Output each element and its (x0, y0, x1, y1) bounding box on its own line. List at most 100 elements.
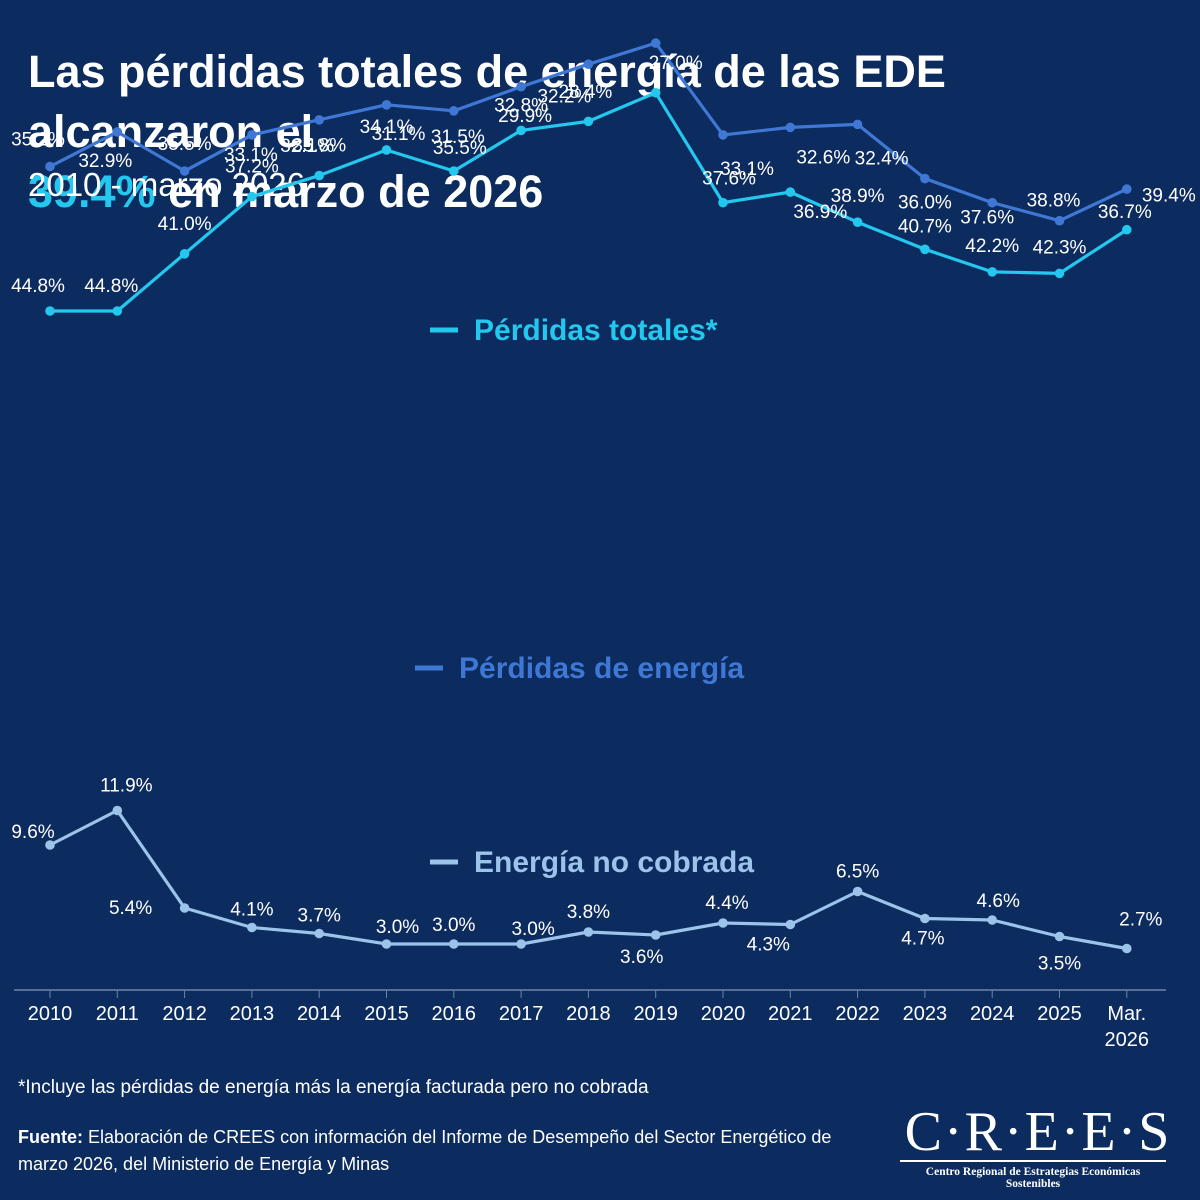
data-label-uncollected: 4.7% (901, 929, 944, 950)
data-point-total (1122, 224, 1132, 235)
x-tick-label: 2024 (970, 1003, 1015, 1025)
data-label-uncollected: 2.7% (1119, 910, 1162, 931)
data-label-energy: 32.4% (855, 148, 909, 169)
data-point-total (381, 145, 392, 155)
data-label-total: 42.3% (1033, 237, 1087, 258)
data-point-total (583, 116, 594, 127)
data-label-energy: 29.9% (498, 106, 552, 127)
data-label-uncollected: 3.8% (567, 902, 610, 923)
data-point-uncollected (516, 939, 526, 949)
data-label-energy: 35.5% (158, 134, 212, 155)
data-point-uncollected (583, 927, 594, 937)
data-point-energy (381, 100, 392, 110)
data-point-energy (247, 130, 257, 140)
data-label-energy: 32.9% (78, 151, 132, 172)
crees-logo: C·R·E·E·S Centro Regional de Estrategias… (898, 1102, 1178, 1190)
data-label-uncollected: 5.4% (109, 898, 152, 919)
data-label-uncollected: 6.5% (836, 862, 879, 883)
data-label-total: 44.8% (84, 276, 138, 297)
data-label-energy: 35.2% (11, 130, 65, 151)
data-label-uncollected: 4.3% (747, 935, 790, 956)
data-label-total: 32.8% (494, 95, 548, 116)
data-point-uncollected (247, 922, 257, 933)
footnote: *Incluye las pérdidas de energía más la … (18, 1077, 649, 1098)
legend-label-total: Pérdidas totales* (474, 314, 718, 347)
data-point-total (650, 87, 661, 98)
legend-label-energy: Pérdidas de energía (459, 652, 744, 685)
data-point-uncollected (852, 886, 863, 897)
x-tick-label: 2010 (28, 1003, 73, 1025)
data-point-energy (449, 106, 459, 116)
data-point-uncollected (1122, 943, 1132, 954)
data-point-total (247, 191, 257, 202)
data-label-total: 32.2% (537, 86, 591, 107)
data-label-uncollected: 3.5% (1038, 954, 1081, 975)
legend-label-uncollected: Energía no cobrada (474, 846, 754, 879)
data-label-uncollected: 4.6% (977, 891, 1020, 912)
data-point-energy (920, 173, 930, 184)
data-point-total (45, 306, 55, 316)
title-text-end: en marzo de 2026 (155, 166, 544, 217)
data-point-energy (314, 115, 325, 125)
data-point-uncollected (381, 939, 392, 949)
data-label-energy: 37.6% (960, 208, 1014, 229)
series-line-energy (49, 41, 1128, 223)
data-point-total (852, 217, 863, 228)
data-point-energy (112, 127, 123, 137)
data-label-energy: 28.4% (558, 82, 612, 103)
x-tick-label: 2013 (230, 1003, 275, 1025)
data-label-total: 35.8% (292, 136, 346, 157)
data-label-energy: 33.1% (224, 145, 278, 166)
data-label-energy: 38.8% (1027, 191, 1081, 212)
data-label-uncollected: 9.6% (11, 822, 54, 843)
data-point-energy (45, 161, 55, 172)
chart-subtitle: 2010 - marzo 2026 (28, 166, 306, 203)
data-label-energy: 27.0% (649, 53, 703, 74)
x-tick-label: 2021 (768, 1003, 813, 1025)
data-label-total: 37.2% (225, 157, 279, 178)
data-label-uncollected: 3.0% (511, 919, 554, 940)
data-point-total (449, 166, 459, 176)
data-point-energy (987, 197, 997, 208)
data-point-energy (785, 122, 796, 133)
data-label-total: 36.9% (793, 202, 847, 223)
data-label-energy: 32.1% (280, 136, 334, 157)
data-point-energy (1054, 215, 1065, 226)
x-tick-label: 2011 (96, 1003, 139, 1025)
data-label-energy: 32.6% (796, 147, 850, 168)
data-label-total: 35.5% (433, 138, 487, 159)
x-tick-label: 2012 (162, 1003, 207, 1025)
x-tick-label: 2020 (701, 1003, 746, 1025)
x-tick-label: 2019 (633, 1003, 678, 1025)
data-point-energy (718, 130, 728, 140)
x-tick-label: 2015 (364, 1003, 409, 1025)
x-tick-label: 2018 (566, 1003, 611, 1025)
x-tick-label: 2016 (432, 1003, 477, 1025)
data-point-total (785, 187, 796, 197)
data-label-total: 40.7% (898, 216, 952, 237)
x-tick-label: 2023 (903, 1003, 948, 1025)
x-tick-label: Mar. 2026 (1105, 1003, 1150, 1051)
data-label-total: 42.2% (965, 236, 1019, 257)
data-point-energy (583, 59, 594, 69)
data-point-total (179, 249, 190, 259)
data-point-energy (516, 81, 526, 92)
data-point-total (516, 125, 526, 136)
data-label-energy: 31.1% (372, 124, 426, 145)
data-point-uncollected (650, 930, 661, 940)
data-point-uncollected (449, 939, 459, 949)
data-point-uncollected (718, 918, 728, 928)
data-point-total (1054, 268, 1065, 279)
data-point-uncollected (45, 840, 55, 850)
data-label-energy: 36.0% (898, 193, 952, 214)
data-point-uncollected (179, 903, 190, 913)
source-label: Fuente: (18, 1127, 83, 1147)
data-point-uncollected (112, 805, 123, 816)
data-label-total: 34.1% (360, 117, 414, 138)
data-label-energy: 33.1% (720, 159, 774, 180)
data-label-total: 41.0% (158, 214, 212, 235)
data-label-uncollected: 3.7% (298, 906, 341, 927)
logo-tagline: Centro Regional de Estrategias Económica… (925, 1166, 1141, 1190)
data-point-energy (1122, 184, 1132, 194)
source-text: Elaboración de CREES con información del… (18, 1127, 832, 1174)
